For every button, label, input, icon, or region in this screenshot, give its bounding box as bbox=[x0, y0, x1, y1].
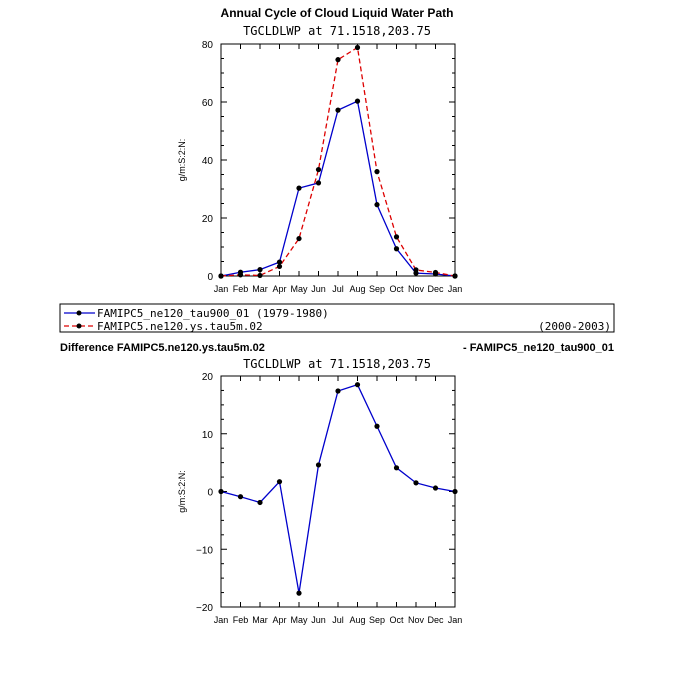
chart1-series-2-point bbox=[237, 272, 244, 278]
chart1-xtick-label: Apr bbox=[272, 284, 286, 294]
chart2-series-1-point bbox=[432, 485, 439, 491]
chart1-xtick-label: Jan bbox=[448, 284, 463, 294]
chart1-xtick-label: Aug bbox=[349, 284, 365, 294]
legend-entry2-years: (2000-2003) bbox=[538, 320, 611, 333]
chart2-ytick-label: −10 bbox=[196, 545, 213, 556]
chart2-series-1-point bbox=[393, 465, 400, 471]
chart2-series-1-point bbox=[237, 494, 244, 500]
chart2-ytick-label: −20 bbox=[196, 603, 213, 614]
chart1-series-1-point bbox=[296, 185, 302, 191]
chart1-xtick-label: Jun bbox=[311, 284, 326, 294]
chart1-series-1-point bbox=[257, 267, 263, 273]
chart1-series-1-point bbox=[374, 202, 380, 208]
legend: FAMIPC5_ne120_tau900_01 (1979-1980) FAMI… bbox=[59, 303, 615, 333]
chart1-xtick-label: Feb bbox=[233, 284, 249, 294]
chart2-plot-frame bbox=[220, 375, 456, 608]
chart2-xtick-label: May bbox=[290, 615, 308, 625]
chart2-xtick-label: Feb bbox=[233, 615, 249, 625]
climatology-chart: TGCLDLWP at 71.1518,203.75 Jan Feb Mar Apr M… bbox=[177, 24, 462, 294]
chart2-series-1-point bbox=[354, 382, 361, 388]
chart1-series-2-point bbox=[452, 273, 458, 279]
chart1-plot-frame bbox=[220, 43, 456, 277]
chart1-series-2-point bbox=[276, 263, 283, 270]
chart2-series-1-point bbox=[452, 488, 458, 495]
chart2-xtick-label: Aug bbox=[349, 615, 365, 625]
legend-entry2-label: FAMIPC5.ne120.ys.tau5m.02 bbox=[97, 320, 263, 333]
chart1-series-2-point bbox=[374, 169, 380, 175]
chart2-ytick-label: 10 bbox=[202, 430, 214, 441]
chart1-series-1-point bbox=[315, 180, 322, 186]
chart1-series-2-point bbox=[393, 234, 400, 240]
legend-entry1-marker bbox=[76, 310, 82, 316]
chart1-series-2-point bbox=[257, 272, 263, 279]
difference-title-left: Difference FAMIPC5.ne120.ys.tau5m.02 bbox=[60, 342, 265, 354]
chart2-xtick-label: Sep bbox=[369, 615, 385, 625]
chart1-series-1-line bbox=[220, 100, 456, 277]
chart2-xtick-label: Apr bbox=[272, 615, 286, 625]
legend-entry2-marker bbox=[76, 323, 82, 329]
chart1-series-2-point bbox=[335, 57, 341, 63]
chart1-series-2-point bbox=[315, 166, 322, 173]
chart1-xtick-label: Jan bbox=[214, 284, 229, 294]
chart2-xtick-label: Jun bbox=[311, 615, 326, 625]
chart1-xtick-label: Nov bbox=[408, 284, 425, 294]
chart2-ytick-label: 0 bbox=[207, 488, 213, 499]
chart1-ytick-label: 80 bbox=[202, 40, 214, 51]
difference-title-right: - FAMIPC5_ne120_tau900_01 bbox=[463, 342, 614, 354]
difference-chart: TGCLDLWP at 71.1518,203.75 Jan Feb Mar Apr M… bbox=[177, 357, 462, 625]
chart2-ylabel: g/m:S:2:N: bbox=[177, 470, 187, 513]
chart1-xtick-label: Dec bbox=[427, 284, 444, 294]
chart1-xtick-label: Mar bbox=[252, 284, 268, 294]
chart1-ytick-label: 0 bbox=[207, 272, 213, 283]
chart2-series-1-point bbox=[296, 590, 302, 596]
chart1-xtick-label: May bbox=[290, 284, 308, 294]
chart2-series-1-point bbox=[257, 499, 263, 506]
chart1-ytick-label: 60 bbox=[202, 98, 214, 109]
chart2-series-1-point bbox=[276, 479, 283, 485]
legend-entry1-label: FAMIPC5_ne120_tau900_01 (1979-1980) bbox=[97, 307, 329, 320]
chart1-series-2-point bbox=[218, 273, 224, 279]
chart1-ytick-label: 20 bbox=[202, 214, 214, 225]
chart2-series-1-point bbox=[413, 480, 419, 486]
chart2-xtick-label: Oct bbox=[389, 615, 404, 625]
chart2-ytick-label: 20 bbox=[202, 372, 214, 383]
chart2-xtick-label: Mar bbox=[252, 615, 268, 625]
chart2-series-1-line bbox=[220, 383, 456, 594]
chart1-series-2-point bbox=[413, 267, 419, 273]
chart2-series-1-point bbox=[374, 423, 380, 429]
chart1-series-1-point bbox=[354, 98, 361, 104]
legend-box bbox=[59, 303, 615, 333]
chart1-xtick-label: Oct bbox=[389, 284, 404, 294]
chart1-series-2-point bbox=[432, 269, 439, 276]
chart1-ytick-label: 40 bbox=[202, 156, 214, 167]
chart2-series-1-point bbox=[335, 388, 341, 394]
chart1-series-1-point bbox=[393, 246, 400, 252]
chart1-series-2-line bbox=[220, 46, 456, 277]
chart2-series-1-point bbox=[315, 462, 322, 468]
chart2-series-1-point bbox=[218, 488, 224, 495]
chart1-series-2-point bbox=[354, 44, 361, 51]
chart1-series-2-point bbox=[296, 235, 302, 242]
chart2-subtitle: TGCLDLWP at 71.1518,203.75 bbox=[243, 357, 431, 371]
chart2-xtick-label: Dec bbox=[427, 615, 444, 625]
chart1-xtick-label: Sep bbox=[369, 284, 385, 294]
chart2-xtick-label: Jul bbox=[332, 615, 344, 625]
chart1-xtick-label: Jul bbox=[332, 284, 344, 294]
figure-title: Annual Cycle of Cloud Liquid Water Path bbox=[221, 6, 454, 20]
chart1-series-1-point bbox=[276, 259, 283, 265]
chart1-series-1-point bbox=[335, 107, 341, 113]
chart2-xtick-label: Jan bbox=[448, 615, 463, 625]
chart2-xtick-label: Jan bbox=[214, 615, 229, 625]
chart2-xtick-label: Nov bbox=[408, 615, 425, 625]
chart1-subtitle: TGCLDLWP at 71.1518,203.75 bbox=[243, 24, 431, 38]
chart1-ylabel: g/m:S:2:N: bbox=[177, 139, 187, 182]
